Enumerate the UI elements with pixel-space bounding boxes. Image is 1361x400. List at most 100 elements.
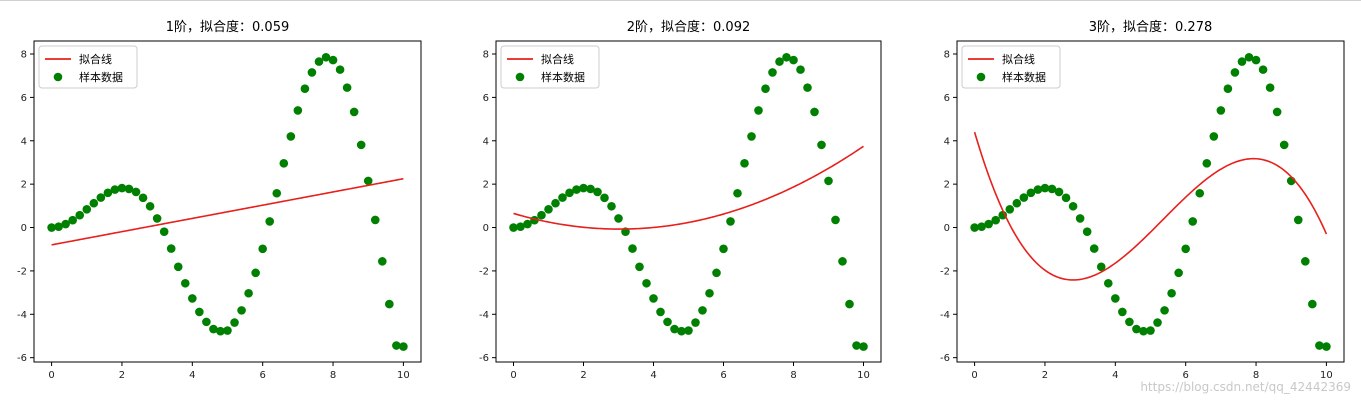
sample-point: [1132, 324, 1141, 334]
sample-point: [1301, 257, 1310, 266]
y-tick-label: 4: [21, 136, 27, 147]
sample-point: [1308, 299, 1317, 309]
legend-fit-label: 拟合线: [541, 52, 574, 66]
y-tick-label: -4: [940, 310, 950, 321]
sample-point: [565, 188, 574, 198]
sample-point: [656, 307, 665, 317]
sample-point: [244, 288, 253, 298]
sample-point: [796, 65, 805, 74]
x-tick-label: 8: [790, 370, 796, 381]
x-tick-label: 4: [1112, 370, 1118, 381]
x-tick-label: 10: [397, 370, 410, 381]
sample-point: [614, 214, 623, 223]
sample-point: [166, 244, 176, 253]
sample-point: [761, 84, 770, 94]
x-tick-label: 10: [1320, 370, 1333, 381]
sample-point: [159, 227, 169, 236]
x-tick-label: 2: [580, 370, 586, 381]
legend-fit-label: 拟合线: [79, 52, 112, 66]
sample-point: [96, 193, 106, 202]
sample-point: [1223, 84, 1233, 94]
sample-point: [1251, 55, 1261, 65]
sample-point: [335, 65, 345, 74]
sample-point: [977, 222, 986, 231]
sample-point: [579, 183, 588, 193]
y-tick-label: 2: [483, 180, 489, 191]
sample-point: [1216, 106, 1226, 115]
sample-point: [47, 223, 56, 232]
sample-point: [852, 341, 861, 350]
y-tick-label: 0: [944, 223, 950, 234]
sample-point: [747, 132, 756, 141]
sample-point: [342, 83, 352, 92]
sample-point: [789, 55, 798, 65]
sample-point: [712, 268, 721, 278]
sample-point: [1082, 227, 1092, 236]
sample-point: [726, 217, 735, 226]
sample-point: [314, 57, 324, 66]
sample-point: [202, 317, 211, 327]
sample-point: [1054, 187, 1064, 197]
sample-point: [279, 159, 289, 168]
sample-point: [1096, 262, 1106, 272]
sample-point: [1195, 188, 1205, 198]
sample-point: [103, 188, 113, 198]
y-tick-label: -4: [479, 310, 489, 321]
sample-point: [1075, 214, 1085, 223]
sample-point: [677, 326, 686, 336]
sample-point: [145, 201, 155, 211]
sample-point: [859, 342, 868, 351]
sample-point: [768, 68, 777, 77]
sample-point: [691, 318, 700, 327]
sample-point: [803, 83, 812, 92]
legend-fit-label: 拟合线: [1002, 52, 1035, 66]
sample-point: [251, 268, 260, 278]
sample-point: [663, 317, 672, 327]
sample-point: [1181, 244, 1190, 254]
sample-point: [1188, 217, 1198, 226]
sample-point: [670, 324, 679, 334]
x-tick-label: 0: [510, 370, 516, 381]
sample-point: [593, 187, 602, 197]
sample-point: [600, 193, 609, 203]
y-tick-label: 4: [483, 136, 489, 147]
x-tick-label: 0: [48, 370, 54, 381]
sample-point: [558, 193, 567, 202]
sample-point: [68, 215, 77, 225]
x-tick-label: 2: [119, 370, 125, 381]
sample-point: [328, 55, 338, 65]
sample-point: [1047, 184, 1057, 194]
sample-point: [89, 198, 99, 208]
sample-point: [649, 294, 658, 303]
sample-point: [216, 326, 225, 336]
y-tick-label: 0: [483, 223, 489, 234]
sample-point: [984, 219, 993, 229]
x-tick-label: 4: [189, 370, 195, 381]
y-tick-label: 8: [21, 50, 27, 61]
y-tick-label: -2: [479, 266, 489, 277]
sample-point: [293, 106, 303, 115]
sample-point: [124, 184, 134, 194]
sample-point: [61, 219, 70, 229]
fit-line: [51, 177, 404, 246]
sample-point: [1167, 288, 1176, 298]
sample-point: [138, 193, 148, 203]
y-tick-label: -2: [17, 266, 27, 277]
sample-point: [356, 140, 366, 150]
sample-point: [544, 205, 553, 214]
sample-point: [349, 107, 359, 117]
sample-point: [1026, 188, 1036, 198]
sample-point: [385, 299, 394, 309]
legend-sample-label: 样本数据: [1002, 70, 1046, 84]
watermark: https://blog.csdn.net/qq_42442369: [1140, 380, 1351, 394]
y-tick-label: 2: [21, 180, 27, 191]
sample-point: [1160, 306, 1169, 315]
x-tick-label: 6: [259, 370, 265, 381]
sample-point: [642, 278, 651, 288]
legend-box: [500, 45, 600, 89]
sample-point: [1012, 198, 1022, 208]
sample-point: [1019, 193, 1029, 202]
